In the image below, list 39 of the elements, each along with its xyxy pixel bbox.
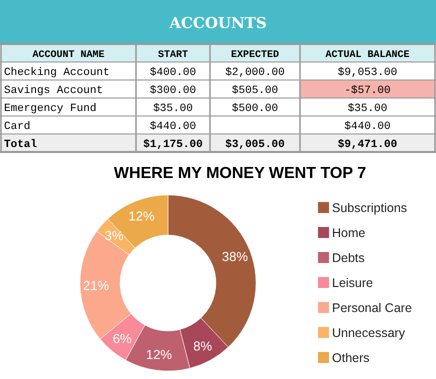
- text: $440.00: [150, 121, 196, 133]
- data-label: 12%: [146, 346, 172, 362]
- legend-label: Personal Care: [332, 301, 412, 315]
- text: $400.00: [150, 67, 196, 79]
- text: $35.00: [153, 103, 193, 115]
- chart-title: WHERE MY MONEY WENT TOP 7: [114, 165, 366, 182]
- data-label: 8%: [193, 338, 213, 354]
- legend-label: Subscriptions: [332, 201, 408, 215]
- legend-label: Leisure: [332, 276, 374, 290]
- legend-label: Unnecessary: [332, 326, 406, 340]
- text: Emergency Fund: [4, 103, 96, 115]
- legend-label: Home: [332, 226, 366, 240]
- text: $9,053.00: [338, 67, 398, 79]
- text: $9,471.00: [338, 138, 398, 151]
- text: Total: [4, 139, 38, 151]
- category-label: ACTUAL BALANCE: [325, 50, 410, 61]
- text: $3,005.00: [225, 138, 285, 151]
- category-label: EXPECTED: [230, 50, 280, 61]
- text: $1,175.00: [143, 138, 203, 151]
- text: ACCOUNTS: [168, 14, 267, 32]
- category-label: START: [158, 50, 188, 61]
- data-label: 12%: [128, 208, 155, 224]
- legend-label: Others: [332, 351, 370, 365]
- text: $505.00: [232, 85, 278, 97]
- text: $500.00: [232, 103, 278, 115]
- text: $300.00: [150, 85, 196, 97]
- text: $35.00: [348, 103, 388, 115]
- data-label: 38%: [222, 249, 248, 264]
- text: $440.00: [344, 121, 391, 133]
- text: Card: [4, 121, 30, 133]
- text: Savings Account: [4, 85, 104, 97]
- data-label: 21%: [83, 278, 110, 293]
- text: $2,000.00: [225, 67, 285, 79]
- data-label: 3%: [104, 228, 124, 243]
- text: -$57.00: [344, 85, 391, 97]
- legend-label: Debts: [332, 251, 365, 265]
- text: Checking Account: [4, 67, 110, 79]
- data-label: 6%: [112, 331, 132, 346]
- category-label: ACCOUNT NAME: [32, 50, 105, 61]
